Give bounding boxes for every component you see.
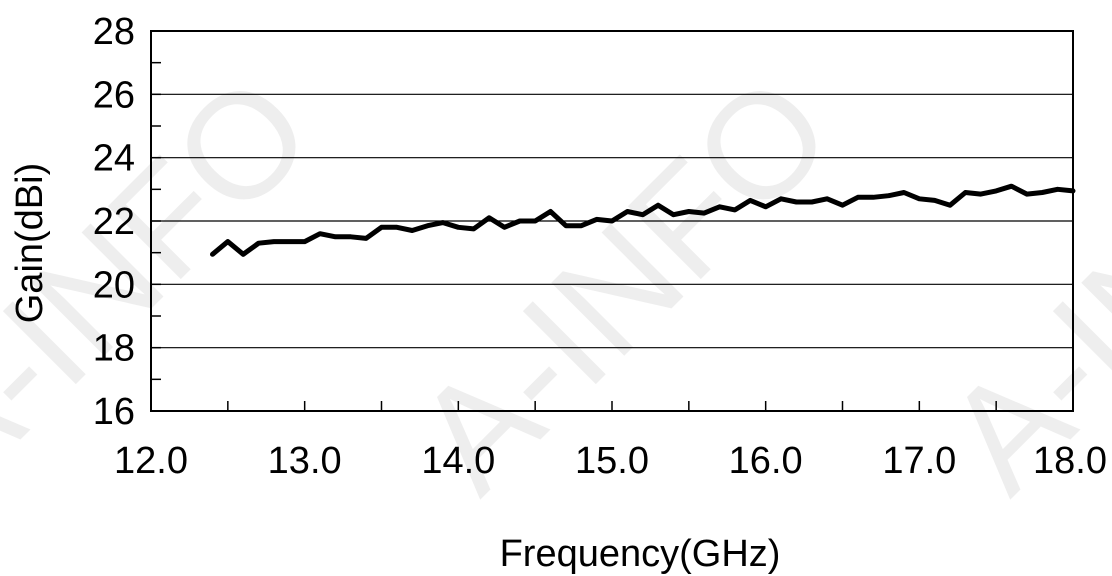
x-tick-label: 18.0 [1033, 440, 1107, 482]
y-axis-title: Gain(dBi) [9, 163, 51, 324]
x-tick-label: 12.0 [114, 440, 188, 482]
y-tick-label: 28 [93, 11, 135, 53]
y-tick-label: 18 [93, 328, 135, 370]
y-tick-label: 20 [93, 264, 135, 306]
y-tick-label: 16 [93, 391, 135, 433]
minor-ticks [150, 61, 1074, 411]
y-axis-tick-labels: 16 18 20 22 24 26 28 [93, 11, 135, 433]
x-tick-label: 14.0 [421, 440, 495, 482]
x-tick-label: 13.0 [268, 440, 342, 482]
plot-frame [150, 30, 1074, 412]
y-tick-label: 24 [93, 138, 135, 180]
x-tick-label: 17.0 [882, 440, 956, 482]
x-tick-label: 15.0 [575, 440, 649, 482]
gain-series-line [210, 183, 1076, 257]
x-tick-label: 16.0 [729, 440, 803, 482]
x-axis-title: Frequency(GHz) [500, 533, 781, 575]
y-tick-label: 22 [93, 201, 135, 243]
x-axis-tick-labels: 12.0 13.0 14.0 15.0 16.0 17.0 18.0 [114, 440, 1107, 482]
y-tick-label: 26 [93, 74, 135, 116]
